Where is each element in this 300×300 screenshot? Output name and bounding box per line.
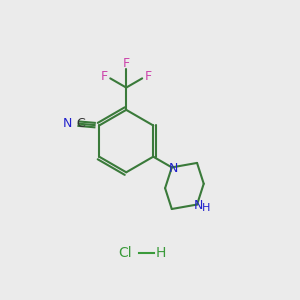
Text: F: F xyxy=(145,70,152,83)
Text: N: N xyxy=(194,199,203,212)
Text: Cl: Cl xyxy=(118,245,131,260)
Text: C: C xyxy=(76,117,85,130)
Text: F: F xyxy=(123,57,130,70)
Text: N: N xyxy=(63,117,72,130)
Text: N: N xyxy=(168,162,178,175)
Text: H: H xyxy=(155,245,166,260)
Text: H: H xyxy=(202,202,211,212)
Text: F: F xyxy=(101,70,108,83)
